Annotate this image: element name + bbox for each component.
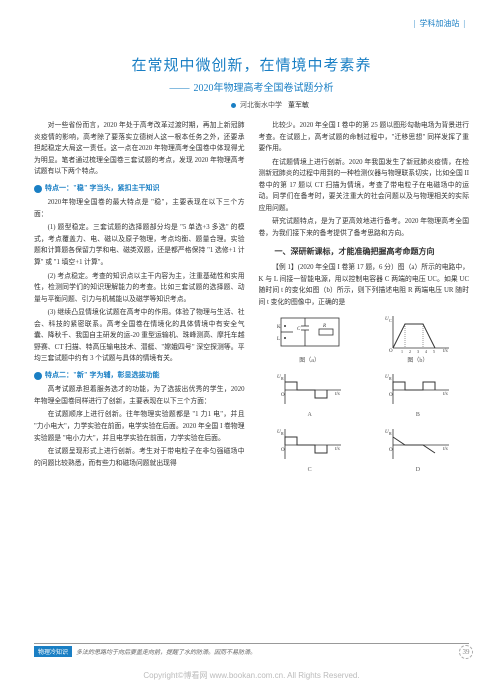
paragraph: 在试题情境上进行创新。2020 年我国发生了新冠肺炎疫情，在检测新冠肺炎的过程中… <box>259 157 470 215</box>
option-graph-icon: UR O t/s <box>275 370 345 408</box>
watermark: Copyright©博看网 www.bookan.com.cn. All Rig… <box>0 670 503 681</box>
option-label: A <box>307 412 311 418</box>
svg-text:R: R <box>389 376 392 381</box>
svg-text:t/s: t/s <box>443 349 448 354</box>
option-a: UR O t/s A <box>259 370 361 420</box>
paragraph: 比较少。2020 年全国 I 卷中的第 25 题以图形勾勒电场为背景进行考查。在… <box>259 120 470 155</box>
right-column: 比较少。2020 年全国 I 卷中的第 25 题以图形勾勒电场为背景进行考查。在… <box>259 120 470 479</box>
page-number-badge: 39 <box>459 645 473 659</box>
option-b: UR O t/s B <box>367 370 469 420</box>
footer-text: 多法的思路均于向后要盖走向前，提醒了水的防滑。因而不易防滑。 <box>76 647 469 656</box>
svg-text:1: 1 <box>401 349 403 354</box>
author-row: 河北衡水中学 董军敏 <box>34 100 469 110</box>
svg-text:O: O <box>389 448 393 453</box>
option-d: UR O t/s D <box>367 425 469 475</box>
feature-tag-1: 特点一："稳" 字当头，紧扣主干知识 <box>34 183 160 195</box>
svg-text:t/s: t/s <box>443 392 448 397</box>
option-c: UR O t/s C <box>259 425 361 475</box>
option-graph-icon: UR O t/s <box>383 370 453 408</box>
paragraph: (3) 继续凸显情境化试题在高考中的作用。体验了物理与生活、社会、科技的紧密联系… <box>34 307 245 365</box>
svg-text:3: 3 <box>417 349 419 354</box>
figure-row-1: K L C R 图（a） <box>259 312 470 366</box>
example-text: 【例 1】(2020 年全国 I 卷第 17 题，6 分）图（a）所示的电路中，… <box>259 262 470 308</box>
figure-label: 图（a） <box>299 358 320 364</box>
figure-b: UC O 1 2 3 4 5 t/s 图（b） <box>367 312 469 366</box>
header-tag: 学科加油站 <box>410 18 469 29</box>
svg-text:t/s: t/s <box>335 392 340 397</box>
subtitle: 2020年物理高考全国卷试题分析 <box>34 79 469 94</box>
paragraph: 高考试题承担着服务选才的功能，为了选拔出优秀的学生，2020 年物理全国卷同样进… <box>34 384 245 407</box>
svg-text:R: R <box>322 324 326 329</box>
author-school: 河北衡水中学 <box>240 100 282 110</box>
svg-text:O: O <box>281 393 285 398</box>
columns: 对一些省份而言，2020 年处于高考改革过渡时期，再加上新冠肺炎疫情的影响，高考… <box>34 120 469 479</box>
feature-tag-2: 特点二："新" 字为辅，彰显选拔功能 <box>34 370 160 382</box>
paragraph: 在试题呈现形式上进行创新。考生对于带电粒子在非匀强磁场中的问题比较熟悉，而有些力… <box>34 446 245 469</box>
footer-strip: 物理冷知识 多法的思路均于向后要盖走向前，提醒了水的防滑。因而不易防滑。 <box>34 643 469 657</box>
paragraph: 研究试题特点，是为了更高效地进行备考。2020 年物理高考全国卷，为我们接下来的… <box>259 216 470 239</box>
footer-badge: 物理冷知识 <box>34 646 72 657</box>
svg-text:O: O <box>281 448 285 453</box>
svg-text:K: K <box>277 325 281 330</box>
paragraph: (1) 题型稳定。三套试题的选择题部分均是 "5 单选+3 多选" 的模式，考点… <box>34 222 245 268</box>
svg-text:R: R <box>281 431 284 436</box>
feature-label: 特点二："新" 字为辅，彰显选拔功能 <box>45 370 160 382</box>
author-name: 董军敏 <box>288 100 309 110</box>
figure-a: K L C R 图（a） <box>259 312 361 366</box>
option-graph-icon: UR O t/s <box>383 425 453 463</box>
bullet-icon <box>231 103 236 108</box>
title-block: 在常规中微创新，在情境中考素养 2020年物理高考全国卷试题分析 <box>34 54 469 94</box>
circuit-diagram-icon: K L C R <box>275 312 345 354</box>
paragraph: 对一些省份而言，2020 年处于高考改革过渡时期，再加上新冠肺炎疫情的影响，高考… <box>34 120 245 178</box>
svg-text:O: O <box>389 393 393 398</box>
option-row-1: UR O t/s A UR O t/s B <box>259 370 470 420</box>
option-row-2: UR O t/s C UR O t/s D <box>259 425 470 475</box>
paragraph: 在试题顺序上进行创新。往年物理实验题都是 "1 力1 电"，并且 "力小电大"，… <box>34 409 245 444</box>
option-label: D <box>416 467 420 473</box>
svg-text:O: O <box>389 349 393 354</box>
svg-text:4: 4 <box>425 349 427 354</box>
svg-text:R: R <box>281 376 284 381</box>
paragraph: (2) 考点稳定。考查的知识点以主干内容为主，注重基础性和实用性，检测同学们的知… <box>34 271 245 306</box>
option-graph-icon: UR O t/s <box>275 425 345 463</box>
svg-text:L: L <box>277 337 280 342</box>
bullet-icon <box>34 372 42 380</box>
feature-label: 特点一："稳" 字当头，紧扣主干知识 <box>45 183 160 195</box>
page-number: 39 <box>459 645 473 659</box>
svg-text:5: 5 <box>433 349 435 354</box>
svg-text:2: 2 <box>409 349 411 354</box>
bullet-icon <box>34 185 42 193</box>
section-heading: 一、深研新课标，才能准确把握高考命题方向 <box>259 245 470 259</box>
left-column: 对一些省份而言，2020 年处于高考改革过渡时期，再加上新冠肺炎疫情的影响，高考… <box>34 120 245 479</box>
svg-text:t/s: t/s <box>335 447 340 452</box>
svg-text:C: C <box>389 318 392 323</box>
uc-graph-icon: UC O 1 2 3 4 5 t/s <box>383 312 453 354</box>
svg-text:R: R <box>389 431 392 436</box>
page: 学科加油站 在常规中微创新，在情境中考素养 2020年物理高考全国卷试题分析 河… <box>0 0 503 687</box>
paragraph: 2020年物理全国卷的最大特点是 "稳"，主要表现在以下三个方面： <box>34 197 245 220</box>
option-label: C <box>308 467 312 473</box>
svg-text:t/s: t/s <box>443 447 448 452</box>
figure-label: 图（b） <box>407 358 428 364</box>
svg-text:C: C <box>297 327 301 332</box>
main-title: 在常规中微创新，在情境中考素养 <box>34 54 469 75</box>
option-label: B <box>416 412 420 418</box>
